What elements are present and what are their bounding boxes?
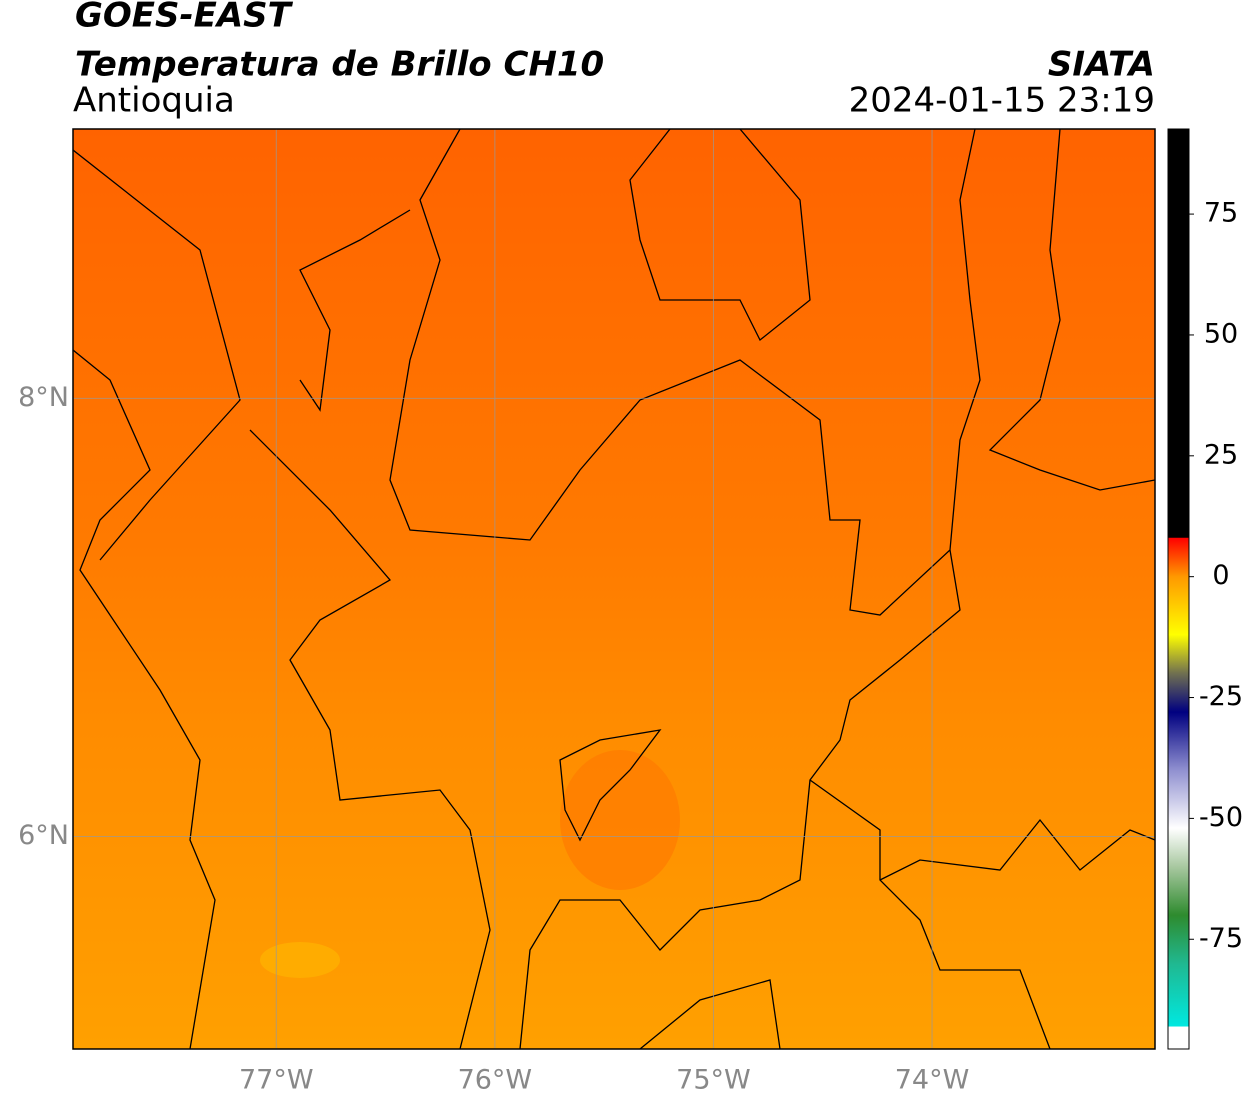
- department-border: [988, 129, 1155, 491]
- department-border: [809, 779, 1051, 1049]
- x-tick-label: 77°W: [239, 1065, 314, 1096]
- department-border: [389, 129, 981, 616]
- coastline: [73, 349, 216, 1049]
- region: Antioquia: [73, 81, 235, 121]
- department-border: [249, 429, 491, 1049]
- colorbar-tick-label: 50: [1204, 318, 1238, 349]
- temperature-field: [73, 129, 1155, 1049]
- municipality-border: [559, 729, 662, 842]
- department-border: [519, 549, 961, 1049]
- x-tick-label: 76°W: [458, 1065, 533, 1096]
- department-border: [639, 979, 781, 1049]
- colorbar-tick-label: -50: [1199, 802, 1243, 833]
- datetime: 2024-01-15 23:19: [849, 81, 1155, 121]
- graticule: [73, 129, 1155, 1049]
- x-tick-label: 74°W: [895, 1065, 970, 1096]
- map-frame: [72, 128, 1156, 1050]
- x-tick-label: 75°W: [676, 1065, 751, 1096]
- department-border: [629, 129, 811, 342]
- y-tick-label: 8°N: [18, 382, 69, 413]
- department-border: [879, 818, 1155, 881]
- y-tick-label: 6°N: [18, 820, 69, 851]
- colorbar: [1167, 128, 1190, 1050]
- colorbar-tick-label: 0: [1212, 560, 1229, 591]
- colorbar-tick-label: -75: [1199, 923, 1243, 954]
- warm-patch: [560, 750, 680, 890]
- coastline: [299, 209, 411, 412]
- warm-patch: [260, 942, 340, 978]
- title: GOES-EAST: [75, 0, 294, 36]
- source: SIATA: [1048, 45, 1155, 85]
- coastline: [73, 149, 241, 561]
- colorbar-tick-label: 75: [1204, 198, 1238, 229]
- boundaries: [73, 129, 1155, 1049]
- colorbar-tick-label: -25: [1199, 681, 1243, 712]
- subtitle: Temperatura de Brillo CH10: [75, 45, 604, 85]
- colorbar-tick-label: 25: [1204, 439, 1238, 470]
